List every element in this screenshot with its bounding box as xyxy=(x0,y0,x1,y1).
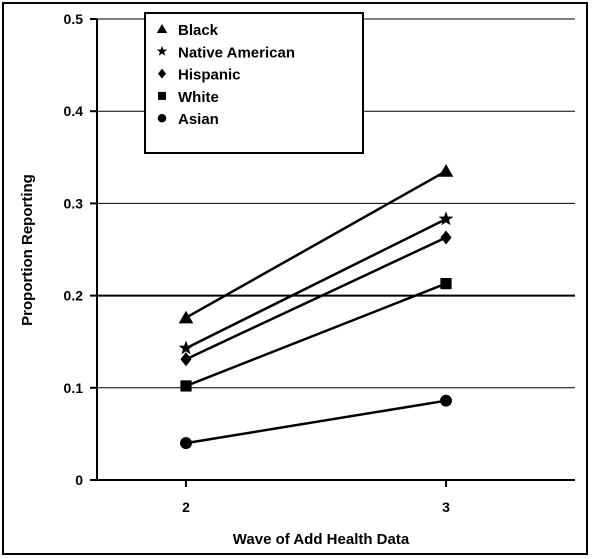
series-line xyxy=(185,236,447,361)
series-white xyxy=(180,278,452,392)
legend: Black Native American Hispanic White Asian xyxy=(144,12,364,154)
x-tick-label: 3 xyxy=(442,499,450,515)
series-hispanic xyxy=(180,230,452,367)
axes: 0 0.1 0.2 0.3 0.4 0.5 2 3 xyxy=(64,11,575,515)
series-line xyxy=(185,217,447,350)
legend-box xyxy=(144,12,364,154)
y-tick-label: 0 xyxy=(75,472,83,488)
legend-entry-label: Hispanic xyxy=(178,67,241,84)
series-lines xyxy=(178,164,454,450)
legend-marker-square xyxy=(158,91,166,100)
y-tick-label: 0.3 xyxy=(64,195,84,211)
data-point-triangle xyxy=(178,310,194,324)
data-point-diamond xyxy=(180,352,192,367)
data-point-circle xyxy=(440,394,452,407)
series-native-american xyxy=(178,211,454,355)
y-tick-label: 0.2 xyxy=(64,288,84,304)
series-line xyxy=(185,399,447,445)
data-point-square xyxy=(180,380,192,392)
data-point-star xyxy=(178,340,194,355)
x-tick-label: 2 xyxy=(182,499,190,515)
legend-entry-label: Asian xyxy=(178,111,219,128)
series-line xyxy=(185,282,447,388)
legend-marker-circle xyxy=(157,113,167,123)
legend-entry-label: Black xyxy=(178,22,219,39)
data-point-square xyxy=(440,278,452,290)
y-tick-label: 0.5 xyxy=(64,11,84,27)
series-asian xyxy=(180,394,452,450)
legend-entry-label: Native American xyxy=(178,44,295,61)
x-axis-label: Wave of Add Health Data xyxy=(233,531,410,548)
data-point-triangle xyxy=(438,164,454,177)
data-point-star xyxy=(438,211,454,226)
series-black xyxy=(178,164,454,324)
legend-marker-star xyxy=(156,45,168,56)
data-point-diamond xyxy=(440,230,452,245)
legend-marker-triangle xyxy=(156,24,168,33)
y-tick-label: 0.1 xyxy=(64,380,84,396)
series-line xyxy=(185,170,447,319)
y-axis-label: Proportion Reporting xyxy=(19,174,36,326)
legend-marker-diamond xyxy=(158,68,166,79)
data-point-circle xyxy=(180,437,192,450)
legend-entry-label: White xyxy=(178,89,219,106)
y-tick-label: 0.4 xyxy=(64,103,84,119)
